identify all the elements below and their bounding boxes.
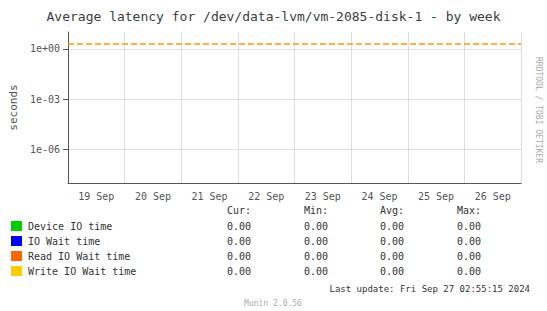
svg-text:26 Sep: 26 Sep bbox=[475, 191, 511, 202]
svg-text:24 Sep: 24 Sep bbox=[361, 191, 397, 202]
svg-text:Device IO time: Device IO time bbox=[28, 221, 112, 232]
svg-text:0.00: 0.00 bbox=[380, 266, 404, 277]
svg-text:Min:: Min: bbox=[304, 205, 328, 216]
svg-text:25 Sep: 25 Sep bbox=[418, 191, 454, 202]
svg-text:1e+00: 1e+00 bbox=[30, 43, 60, 54]
svg-text:0.00: 0.00 bbox=[457, 236, 481, 247]
svg-text:23 Sep: 23 Sep bbox=[305, 191, 341, 202]
svg-text:0.00: 0.00 bbox=[380, 236, 404, 247]
svg-text:21 Sep: 21 Sep bbox=[192, 191, 228, 202]
svg-text:1e-06: 1e-06 bbox=[30, 144, 60, 155]
svg-text:Average latency for /dev/data-: Average latency for /dev/data-lvm/vm-208… bbox=[47, 9, 501, 24]
svg-text:0.00: 0.00 bbox=[457, 266, 481, 277]
svg-text:0.00: 0.00 bbox=[304, 266, 328, 277]
svg-text:Munin 2.0.56: Munin 2.0.56 bbox=[244, 299, 302, 308]
svg-text:Cur:: Cur: bbox=[227, 205, 251, 216]
svg-text:0.00: 0.00 bbox=[304, 236, 328, 247]
svg-text:seconds: seconds bbox=[7, 84, 20, 130]
svg-text:0.00: 0.00 bbox=[380, 221, 404, 232]
svg-text:IO Wait time: IO Wait time bbox=[28, 236, 100, 247]
svg-text:0.00: 0.00 bbox=[227, 236, 251, 247]
svg-text:Max:: Max: bbox=[457, 205, 481, 216]
svg-text:Read IO Wait time: Read IO Wait time bbox=[28, 251, 130, 262]
svg-text:RRDTOOL / TOBI OETIKER: RRDTOOL / TOBI OETIKER bbox=[534, 57, 543, 163]
svg-text:0.00: 0.00 bbox=[380, 251, 404, 262]
svg-text:0.00: 0.00 bbox=[457, 221, 481, 232]
svg-text:20 Sep: 20 Sep bbox=[135, 191, 171, 202]
svg-text:0.00: 0.00 bbox=[227, 221, 251, 232]
svg-text:19 Sep: 19 Sep bbox=[78, 191, 114, 202]
svg-text:Last update: Fri Sep 27 02:55:: Last update: Fri Sep 27 02:55:15 2024 bbox=[330, 284, 530, 294]
svg-text:1e-03: 1e-03 bbox=[30, 94, 60, 105]
svg-text:0.00: 0.00 bbox=[227, 266, 251, 277]
svg-text:0.00: 0.00 bbox=[304, 251, 328, 262]
svg-text:Avg:: Avg: bbox=[380, 205, 404, 216]
svg-text:0.00: 0.00 bbox=[227, 251, 251, 262]
svg-text:22 Sep: 22 Sep bbox=[248, 191, 284, 202]
svg-text:Write IO Wait time: Write IO Wait time bbox=[28, 266, 136, 277]
svg-text:0.00: 0.00 bbox=[304, 221, 328, 232]
svg-text:0.00: 0.00 bbox=[457, 251, 481, 262]
